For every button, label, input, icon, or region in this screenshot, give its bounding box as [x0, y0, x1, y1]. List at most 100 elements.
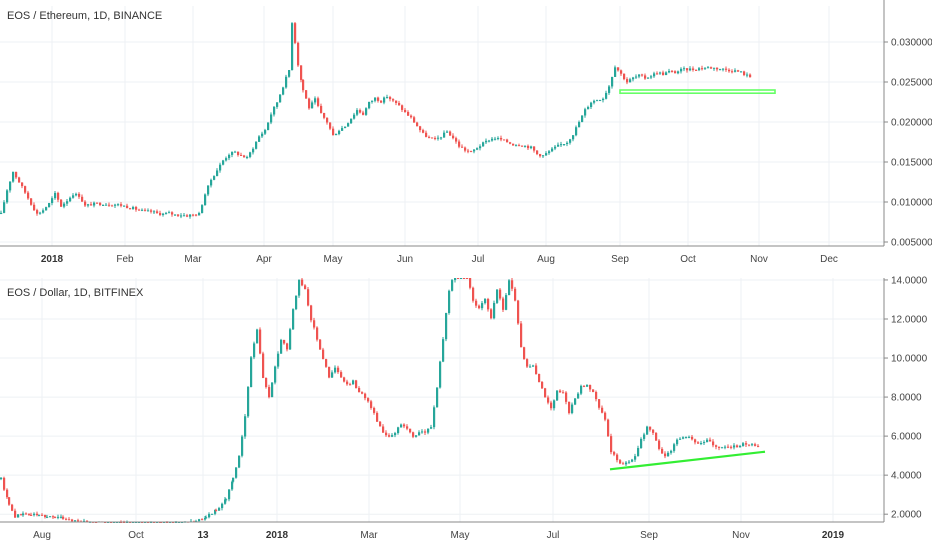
candle-up	[234, 151, 237, 153]
candle-down	[727, 446, 730, 448]
candle-up	[280, 339, 283, 354]
candle-up	[3, 202, 6, 213]
candle-up	[231, 481, 234, 490]
candle-down	[343, 377, 346, 382]
candle-down	[81, 196, 84, 202]
candle-down	[664, 453, 667, 457]
candle-up	[563, 144, 566, 146]
candle-down	[60, 199, 63, 207]
candle-down	[538, 373, 541, 382]
candle-up	[250, 357, 253, 388]
candle-down	[25, 513, 28, 515]
candle-up	[241, 436, 244, 456]
candle-down	[520, 323, 523, 348]
candle-down	[736, 445, 739, 448]
candle-up	[48, 203, 51, 208]
tick-label-y: 0.025000	[891, 78, 932, 89]
candle-up	[141, 209, 144, 211]
candle-down	[90, 204, 93, 206]
candle-down	[737, 70, 740, 72]
candle-down	[616, 454, 619, 461]
candle-down	[470, 151, 473, 153]
candle-up	[335, 134, 338, 136]
candle-down	[307, 289, 310, 306]
candle-down	[589, 385, 592, 390]
candle-up	[437, 137, 440, 139]
candle-up	[228, 154, 231, 159]
candle-down	[428, 136, 431, 138]
candle-down	[535, 365, 538, 374]
candle-up	[153, 211, 156, 213]
candle-up	[494, 138, 497, 140]
candle-up	[183, 215, 186, 217]
tick-label-y: 10.0000	[891, 354, 928, 365]
candle-down	[78, 193, 81, 197]
candle-down	[455, 138, 458, 142]
candle-down	[385, 432, 388, 436]
candle-up	[105, 204, 108, 206]
candle-down	[195, 214, 198, 216]
candle-down	[382, 426, 385, 433]
candle-down	[30, 198, 33, 205]
candle-down	[757, 445, 760, 447]
candle-down	[20, 514, 23, 516]
candle-up	[703, 442, 706, 444]
candle-up	[719, 69, 722, 71]
candle-down	[412, 432, 415, 437]
candle-down	[503, 139, 506, 141]
candle-down	[301, 279, 304, 286]
candle-up	[637, 448, 640, 457]
candle-up	[446, 131, 449, 133]
candle-down	[694, 439, 697, 443]
candle-down	[401, 105, 404, 110]
candle-down	[509, 142, 512, 144]
candle-up	[168, 212, 171, 214]
candle-down	[568, 401, 571, 414]
candle-up	[189, 214, 192, 217]
candle-up	[17, 514, 20, 518]
panel-eos-eth: 0.030000 0.025000 0.020000 0.015000 0.010000…	[0, 0, 932, 265]
candle-down	[410, 115, 413, 118]
candle-down	[539, 154, 542, 157]
candle-down	[395, 100, 398, 103]
candle-up	[74, 520, 77, 522]
candle-down	[748, 444, 751, 446]
candle-up	[205, 517, 208, 519]
candle-down	[506, 139, 509, 143]
candle-down	[138, 209, 141, 211]
candle-down	[521, 145, 524, 147]
candle-down	[622, 463, 625, 465]
candle-up	[368, 101, 371, 109]
candle-up	[273, 106, 276, 115]
candle-down	[96, 202, 99, 204]
candle-down	[536, 150, 539, 155]
candle-down	[674, 71, 677, 74]
candle-down	[33, 204, 36, 211]
candle-down	[108, 204, 111, 206]
candle-up	[560, 144, 563, 146]
candle-down	[466, 278, 469, 279]
candle-up	[249, 152, 252, 157]
candle-down	[319, 339, 322, 350]
candle-down	[373, 407, 376, 413]
candle-up	[93, 202, 96, 206]
candle-up	[685, 437, 688, 439]
candle-up	[288, 70, 291, 77]
candle-up	[454, 278, 457, 281]
candle-up	[439, 361, 442, 388]
candle-up	[605, 92, 608, 99]
candle-down	[358, 387, 361, 393]
candle-down	[490, 309, 493, 319]
candle-down	[452, 135, 455, 139]
candle-up	[515, 145, 518, 147]
candle-up	[252, 148, 255, 153]
candle-down	[620, 70, 623, 74]
candle-up	[102, 204, 105, 206]
candle-up	[344, 126, 347, 129]
candle-up	[668, 70, 671, 73]
candle-up	[476, 148, 479, 150]
candle-down	[550, 402, 553, 409]
candle-down	[562, 392, 565, 394]
candle-down	[559, 390, 562, 393]
